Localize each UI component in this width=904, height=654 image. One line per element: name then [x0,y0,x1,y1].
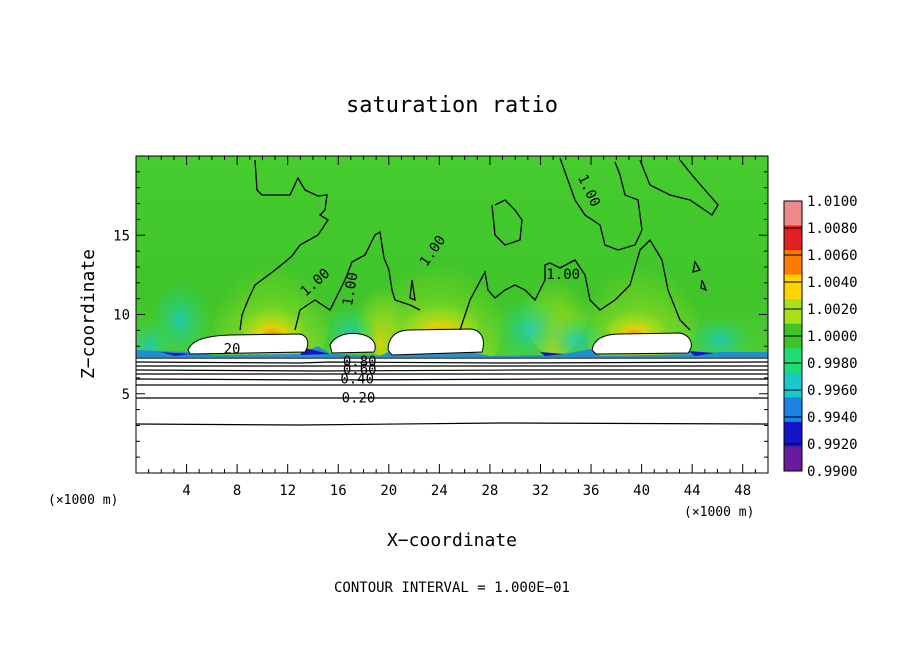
hot-spot [240,294,304,346]
x-tick-label: 48 [734,483,751,499]
contour-line [639,159,719,216]
y-axis-label: Z−coordinate [78,249,99,379]
cloud-blob [329,332,376,354]
contour-line [136,361,768,364]
x-tick-label: 44 [684,483,701,499]
cloud-blob [187,333,309,355]
x-axis-label: X−coordinate [387,530,517,551]
x-tick-label: 16 [330,483,347,499]
colorbar-band [784,201,802,227]
colorbar: 1.0100 1.0080 1.0060 1.0040 1.0020 1.0000 0.99… [783,194,858,480]
x-tick-label: 8 [233,483,241,499]
colorbar-label: 0.9920 [807,437,858,453]
x-tick-label: 32 [532,483,549,499]
contour-label: 1.00 [340,271,362,307]
x-tick-label: 24 [431,483,448,499]
colorbar-label: 1.0020 [807,302,858,318]
contour-label: 0.20 [342,391,376,407]
x-tick-label: 28 [481,483,498,499]
colorbar-label: 0.9980 [807,356,858,372]
colorbar-label: 1.0100 [807,194,858,210]
contour-interval-footer: CONTOUR INTERVAL = 1.000E−01 [334,580,570,596]
contour-label: 0.80 [343,354,377,370]
colorbar-band [784,348,802,374]
contour-line [459,238,691,331]
contour-line [409,279,416,302]
colorbar-band [784,274,802,300]
contour-line [559,157,643,251]
contour-lines-1.00 [239,157,719,331]
x-tick-label: 20 [380,483,397,499]
cloud-blob [591,332,692,355]
chart-title: saturation ratio [346,93,558,118]
contour-label: 1.00 [546,267,580,283]
y-axis-ticks: 5 10 15 [113,171,768,458]
colorbar-band [784,250,802,276]
colorbar-label: 1.0080 [807,221,858,237]
contour-line [136,422,768,426]
contour-label: 0.40 [340,371,374,387]
y-tick-label: 5 [122,387,130,403]
colorbar-label: 1.0040 [807,275,858,291]
contour-line [491,199,523,246]
y-tick-label: 10 [113,308,130,324]
contour-label: 0.60 [343,362,377,378]
colorbar-label: 0.9900 [807,464,858,480]
colorbar-band [784,299,802,325]
colorbar-label: 1.0000 [807,329,858,345]
lower-white-region [136,357,768,473]
contour-line [692,260,702,273]
colorbar-band [784,421,802,447]
colorbar-band [784,397,802,423]
contour-line [294,230,421,331]
colorbar-band [784,225,802,251]
colorbar-band [784,446,802,472]
x-unit-right: (×1000 m) [684,505,754,520]
colorbar-band [784,372,802,398]
y-tick-label: 15 [113,228,130,244]
contour-line [136,378,768,381]
x-axis-ticks: 4 8 12 16 20 24 28 32 36 40 44 48 [148,156,756,499]
colorbar-label: 1.0060 [807,248,858,264]
x-tick-label: 40 [633,483,650,499]
x-tick-label: 4 [182,483,190,499]
cloud-blob [387,328,484,356]
x-unit-left: (×1000 m) [48,493,118,508]
cool-patch [150,280,210,360]
x-tick-label: 12 [279,483,296,499]
colorbar-label: 0.9940 [807,410,858,426]
contour-line [700,279,708,292]
colorbar-label: 0.9960 [807,383,858,399]
contour-line [239,159,329,331]
contour-lines-lower [136,357,768,426]
contour-line [136,369,768,372]
x-tick-label: 36 [583,483,600,499]
contour-label: 20 [224,341,241,357]
